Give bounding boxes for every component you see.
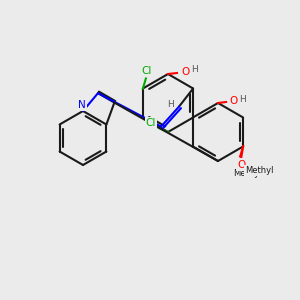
Text: O: O [230,96,238,106]
Text: O: O [235,160,243,170]
Text: H: H [167,100,173,109]
Text: H: H [238,94,245,103]
Text: O: O [237,160,245,170]
Text: H: H [190,65,197,74]
Text: O: O [182,67,190,77]
Text: Methyl: Methyl [245,166,273,175]
Text: Cl: Cl [142,65,152,76]
Text: N: N [78,100,86,110]
Text: Methyl: Methyl [233,169,261,178]
Text: Cl: Cl [146,118,156,128]
